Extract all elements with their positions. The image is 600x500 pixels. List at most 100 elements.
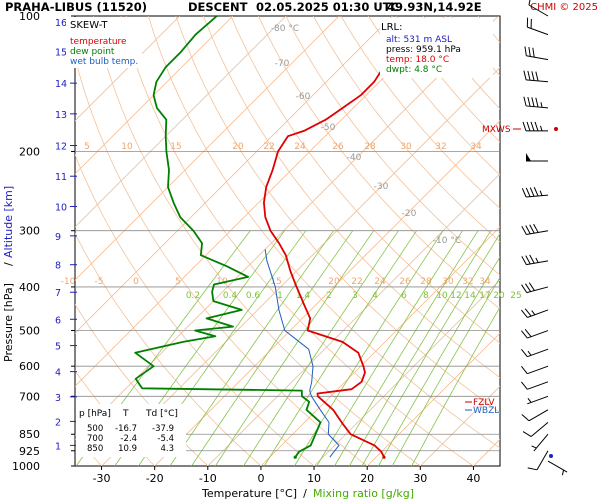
wind-barb bbox=[523, 70, 549, 83]
lrl-box: LRL: alt: 531 m ASL press: 959.1 hPa tem… bbox=[380, 18, 493, 78]
dry-adiabat-label: -5 bbox=[95, 277, 104, 287]
dry-adiabat bbox=[285, 16, 500, 276]
x-tick-label: 10 bbox=[307, 472, 321, 485]
wind-barb bbox=[522, 121, 548, 132]
lrl-temp: temp: 18.0 °C bbox=[386, 55, 449, 65]
dry-adiabat-label: 15 bbox=[270, 277, 281, 287]
levels-table-row-700-td: -5.4 bbox=[157, 434, 174, 444]
mixing-ratio-line bbox=[391, 276, 500, 466]
dry-adiabat bbox=[506, 16, 600, 466]
x-axis-label-temperature: Temperature [°C] bbox=[201, 487, 297, 500]
wind-barb bbox=[526, 17, 549, 36]
mxws-label: MXWS bbox=[482, 125, 511, 135]
wind-barb bbox=[521, 381, 549, 390]
dewpoint-line bbox=[134, 16, 322, 458]
mixing-ratio-label: 8 bbox=[423, 291, 429, 301]
isotherm-line bbox=[75, 16, 393, 334]
levels-table-row-500-t: -16.7 bbox=[115, 424, 137, 434]
wind-barb bbox=[523, 96, 549, 109]
wind-barb bbox=[527, 395, 549, 405]
dry-adiabat-label: 26 bbox=[399, 277, 411, 287]
mixing-ratio-line bbox=[316, 230, 463, 466]
levels-table-row-700-p: 700 bbox=[87, 434, 103, 444]
isotherm-line bbox=[75, 16, 287, 228]
mixing-ratio-label: 3 bbox=[352, 291, 358, 301]
wind-barb bbox=[531, 433, 549, 452]
mixing-ratio-label: 17 bbox=[479, 291, 490, 301]
mixing-ratio-line bbox=[348, 230, 492, 466]
dry-adiabat-label: 28 bbox=[420, 277, 432, 287]
wind-barb bbox=[547, 460, 568, 476]
dry-adiabat-label: 34 bbox=[470, 142, 482, 152]
mixing-ratio-label: 10 bbox=[436, 291, 448, 301]
wind-barb bbox=[521, 365, 549, 375]
mixing-ratio-line bbox=[263, 230, 417, 466]
mixing-ratio-label: 20 bbox=[493, 291, 505, 301]
pressure-tick-label: 300 bbox=[19, 225, 40, 238]
altitude-tick-label: 9 bbox=[55, 232, 61, 243]
chart-title-mode: DESCENT bbox=[188, 0, 248, 14]
altitude-tick-label: 4 bbox=[55, 368, 61, 379]
mixing-ratio-label: 6 bbox=[401, 291, 407, 301]
grid-layer bbox=[75, 16, 600, 466]
mixing-ratio-label: 1 bbox=[277, 291, 283, 301]
isotherm-label: -80 °C bbox=[271, 24, 299, 34]
wind-barb bbox=[524, 46, 549, 61]
y-axis-label-altitude: Altitude [km] bbox=[2, 186, 15, 258]
chart-title-coords: 49.93N,14.92E bbox=[387, 0, 482, 14]
surface-wind-point bbox=[549, 454, 553, 458]
wind-barb bbox=[522, 422, 549, 437]
dry-adiabat-label: 20 bbox=[328, 277, 340, 287]
copyright: CHMI © 2025 bbox=[530, 2, 598, 13]
wind-barb bbox=[521, 223, 549, 236]
lrl-alt: alt: 531 m ASL bbox=[386, 35, 452, 45]
x-tick-label: 20 bbox=[360, 472, 374, 485]
lrl-title: LRL: bbox=[381, 22, 402, 33]
y-axis-label-separator: / bbox=[2, 262, 15, 266]
wind-barb bbox=[521, 348, 549, 358]
altitude-tick-label: 5 bbox=[55, 342, 61, 353]
levels-table-background bbox=[76, 404, 186, 457]
isotherm-label: -70 bbox=[275, 59, 290, 69]
levels-table-row-850-t: 10.9 bbox=[118, 444, 137, 454]
levels-table-row-700-t: -2.4 bbox=[120, 434, 137, 444]
altitude-tick-label: 7 bbox=[55, 288, 61, 299]
dry-adiabat-label: 20 bbox=[232, 142, 244, 152]
x-axis-label-mixing-ratio: Mixing ratio [g/kg] bbox=[313, 487, 414, 500]
mixing-ratio-label: 25 bbox=[510, 291, 521, 301]
pressure-tick-label: 925 bbox=[19, 445, 40, 458]
wind-barb bbox=[521, 254, 549, 266]
dry-adiabat-label: 22 bbox=[351, 277, 362, 287]
legend: SKEW-T temperature dew point wet bulb te… bbox=[66, 17, 142, 68]
dry-adiabat-label: 30 bbox=[400, 142, 412, 152]
isotherm-label: -20 bbox=[402, 209, 417, 219]
isotherm-line bbox=[527, 16, 600, 466]
mixing-ratio-label: 2 bbox=[326, 291, 332, 301]
mixing-ratio-label: 12 bbox=[450, 291, 461, 301]
wbzl-label: WBZL bbox=[473, 406, 499, 416]
dry-adiabat-label: -10 bbox=[61, 277, 76, 287]
series-layer bbox=[134, 16, 416, 459]
isotherm-label: -10 °C bbox=[433, 236, 461, 246]
dry-adiabat-label: 10 bbox=[121, 142, 133, 152]
lrl-press: press: 959.1 hPa bbox=[386, 45, 461, 55]
legend-wetbulb: wet bulb temp. bbox=[70, 57, 138, 67]
y-axis-label-pressure: Pressure [hPa] bbox=[2, 283, 15, 362]
x-tick-label: 30 bbox=[413, 472, 427, 485]
mixing-ratio-label: 0.6 bbox=[246, 291, 261, 301]
pressure-tick-label: 500 bbox=[19, 325, 40, 338]
dry-adiabat bbox=[230, 16, 500, 344]
altitude-tick-label: 8 bbox=[55, 261, 61, 272]
pressure-tick-label: 600 bbox=[19, 360, 40, 373]
levels-table-header-p: p [hPa] bbox=[79, 409, 111, 419]
legend-title: SKEW-T bbox=[70, 20, 108, 31]
mxws-point bbox=[554, 127, 558, 131]
levels-table: p [hPa] T Td [°C] 500 -16.7 -37.9 700 -2… bbox=[76, 404, 186, 457]
mixing-ratio-line bbox=[214, 230, 375, 466]
x-tick-label: -20 bbox=[146, 472, 164, 485]
fzlv-label: FZLV bbox=[473, 398, 495, 408]
dry-adiabat-label: 24 bbox=[374, 277, 386, 287]
mixing-ratio-label: 0.4 bbox=[223, 291, 238, 301]
pressure-tick-label: 700 bbox=[19, 390, 40, 403]
